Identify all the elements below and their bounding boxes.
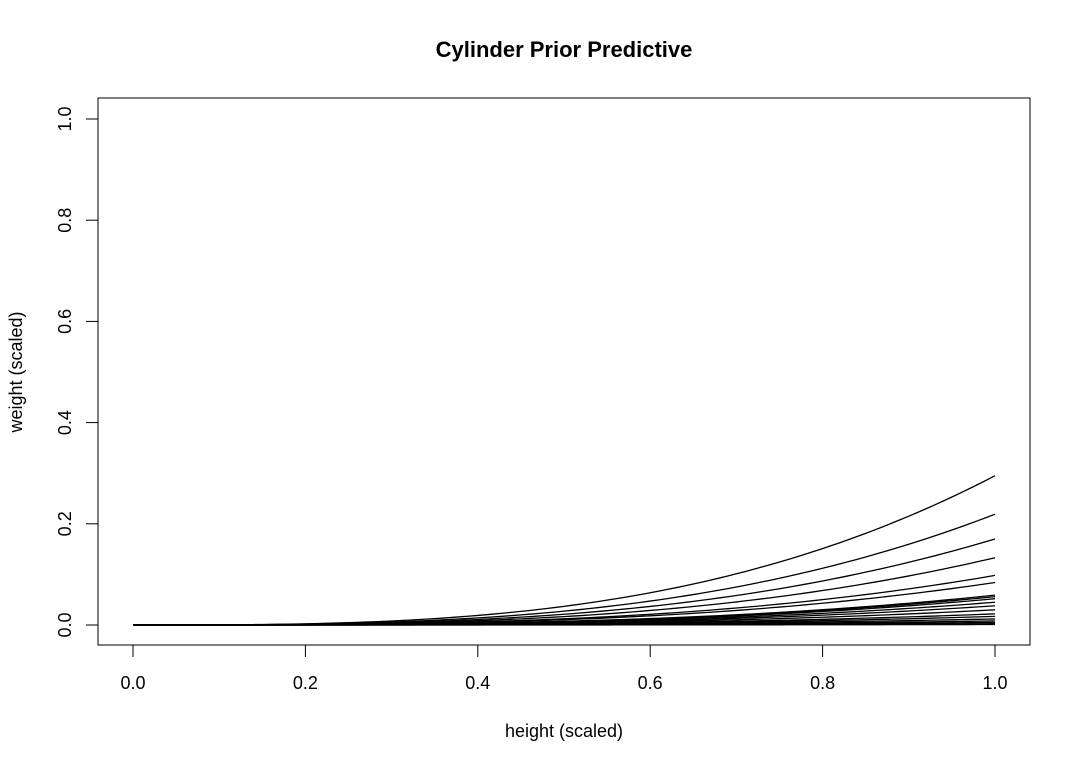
x-tick-label: 0.4 [465, 673, 490, 693]
x-tick-label: 0.0 [120, 673, 145, 693]
chart-title: Cylinder Prior Predictive [436, 37, 693, 62]
y-tick-label: 0.2 [55, 511, 75, 536]
x-axis-label: height (scaled) [505, 721, 623, 741]
y-axis-label: weight (scaled) [6, 311, 26, 433]
x-tick-label: 1.0 [982, 673, 1007, 693]
x-axis: 0.0 0.2 0.4 0.6 0.8 1.0 [120, 644, 1008, 693]
x-tick-label: 0.2 [293, 673, 318, 693]
series-line-19 [133, 623, 996, 626]
y-tick-label: 0.4 [55, 410, 75, 435]
y-axis: 0.0 0.2 0.4 0.6 0.8 1.0 [55, 106, 99, 638]
series-group [133, 475, 996, 626]
y-tick-label: 0.0 [55, 612, 75, 637]
y-tick-label: 0.6 [55, 309, 75, 334]
x-tick-label: 0.8 [810, 673, 835, 693]
y-tick-label: 0.8 [55, 208, 75, 233]
x-tick-label: 0.6 [638, 673, 663, 693]
y-tick-label: 1.0 [55, 106, 75, 131]
